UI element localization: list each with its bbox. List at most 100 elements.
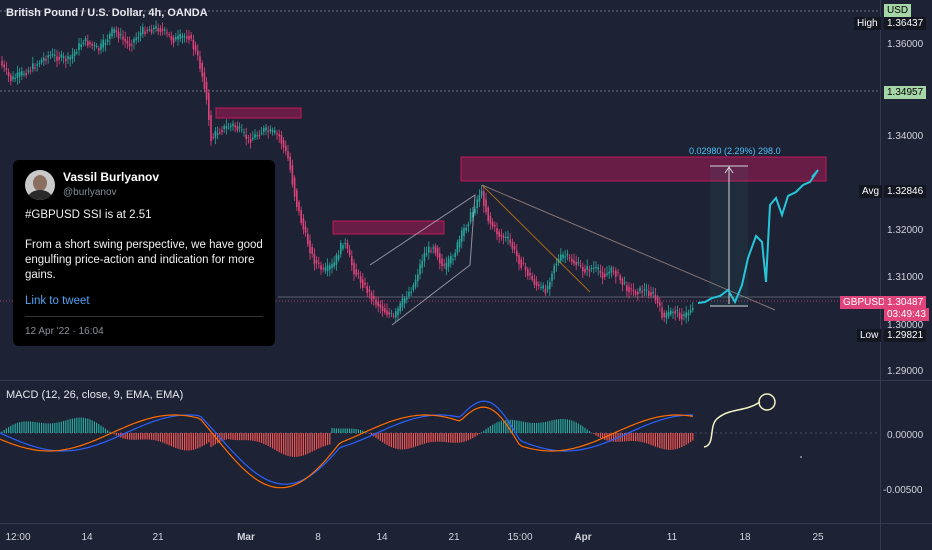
candle-body [199, 56, 201, 69]
candle-body [659, 303, 661, 306]
candle-body [333, 262, 335, 266]
tweet-author-name[interactable]: Vassil Burlyanov [63, 170, 159, 184]
candle-body [514, 246, 516, 249]
tweet-author-handle[interactable]: @burlyanov [63, 187, 117, 198]
candle-body [41, 60, 43, 63]
candle-body [237, 126, 239, 130]
macd-title[interactable]: MACD (12, 26, close, 9, EMA, EMA) [6, 389, 183, 401]
candle-body [212, 137, 214, 138]
candle-body [252, 138, 254, 139]
candle-body [298, 202, 300, 212]
candle-body [109, 34, 111, 39]
candle-body [193, 40, 195, 49]
low-label: Low [857, 329, 881, 342]
candle-body [366, 286, 368, 293]
candle-body [397, 309, 399, 316]
candle-body [34, 67, 36, 68]
candle-body [250, 139, 252, 142]
candle-body [215, 131, 217, 138]
candle-body [204, 72, 206, 89]
candle-body [96, 46, 98, 47]
avg-label: Avg [859, 185, 882, 198]
candle-body [432, 248, 434, 249]
candle-body [369, 289, 371, 291]
candle-body [179, 34, 181, 39]
link-to-tweet[interactable]: Link to tweet [25, 295, 90, 307]
candle-body [124, 39, 126, 42]
candle-body [463, 228, 465, 236]
candle-body [690, 310, 692, 313]
candle-body [578, 262, 580, 263]
candle-body [3, 65, 5, 68]
candle-body [120, 34, 122, 35]
candle-body [364, 283, 366, 285]
time-label: 8 [315, 532, 321, 543]
candle-body [424, 253, 426, 261]
candle-body [569, 257, 571, 258]
candle-body [602, 272, 604, 278]
candle-body [344, 243, 346, 244]
candle-body [677, 310, 679, 311]
candle-body [441, 259, 443, 266]
tick-134: 1.34000 [887, 131, 923, 142]
candle-body [91, 44, 93, 46]
candle-body [107, 40, 109, 42]
candle-body [292, 165, 294, 184]
candle-body [305, 227, 307, 233]
candle-body [226, 126, 228, 128]
candle-body [263, 128, 265, 132]
candle-body [571, 259, 573, 262]
candle-body [8, 72, 10, 76]
candle-body [173, 38, 175, 43]
candle-body [129, 43, 131, 46]
candle-body [395, 311, 397, 317]
candle-body [219, 132, 221, 133]
candle-body [116, 30, 118, 32]
candle-body [380, 304, 382, 307]
candle-body [538, 284, 540, 285]
candle-body [527, 269, 529, 276]
candle-body [393, 316, 395, 317]
candle-body [622, 279, 624, 285]
candle-body [23, 74, 25, 75]
candle-body [617, 272, 619, 273]
candle-body [450, 256, 452, 264]
candle-body [113, 29, 115, 33]
candle-body [556, 264, 558, 266]
avatar[interactable] [25, 170, 55, 200]
candle-body [69, 57, 71, 59]
candle-body [206, 82, 208, 100]
candle-body [652, 292, 654, 293]
candle-body [498, 232, 500, 237]
candle-body [371, 293, 373, 301]
candle-body [201, 63, 203, 77]
candle-body [155, 26, 157, 29]
candle-body [679, 312, 681, 318]
currency-label[interactable]: USD [884, 4, 911, 17]
low-value: 1.29821 [884, 329, 926, 342]
candle-body [410, 292, 412, 293]
candle-body [287, 151, 289, 158]
tweet-line-2: From a short swing perspective, we have … [25, 238, 267, 283]
candle-body [448, 258, 450, 266]
tick-129: 1.29000 [887, 366, 923, 377]
candle-body [421, 261, 423, 268]
candle-body [138, 37, 140, 38]
candle-body [197, 51, 199, 56]
candle-body [47, 55, 49, 57]
candle-body [382, 306, 384, 311]
candle-body [28, 70, 30, 71]
candle-body [672, 312, 674, 313]
time-label: 25 [812, 532, 823, 543]
candle-body [683, 314, 685, 316]
candle-body [536, 282, 538, 286]
candle-body [606, 273, 608, 274]
candle-body [76, 52, 78, 53]
candle-body [195, 45, 197, 51]
candle-body [688, 313, 690, 316]
tweet-card[interactable]: Vassil Burlyanov @burlyanov #GBPUSD SSI … [13, 160, 275, 346]
candle-body [375, 299, 377, 304]
candle-body [483, 191, 485, 206]
candle-body [637, 292, 639, 295]
candle-body [351, 256, 353, 266]
